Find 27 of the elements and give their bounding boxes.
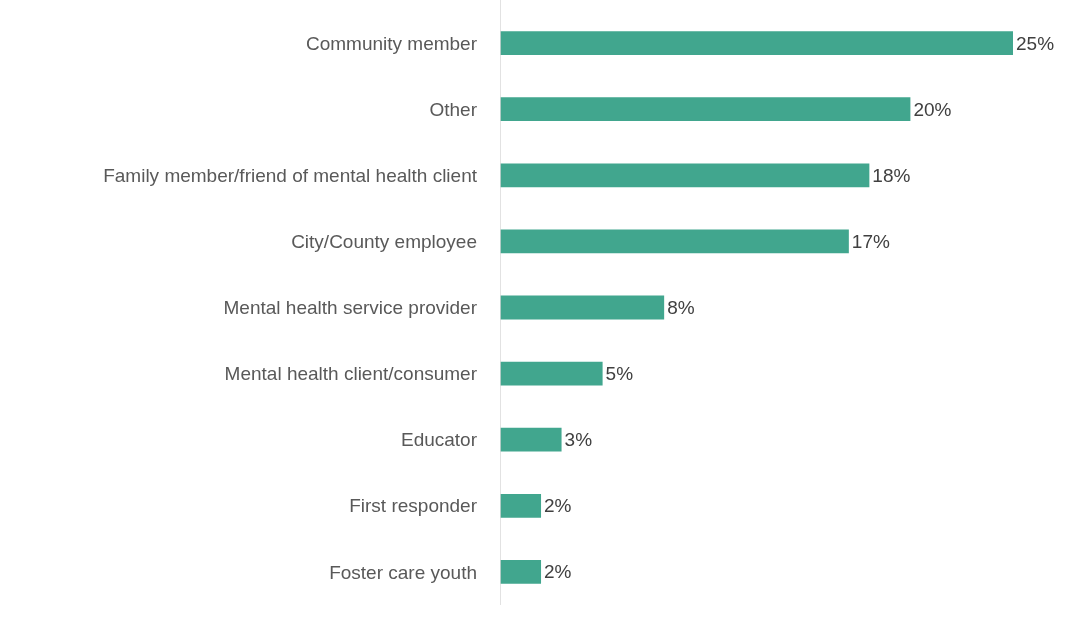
bar [500, 427, 562, 452]
data-label: 3% [564, 429, 593, 451]
data-label: 5% [605, 363, 634, 385]
data-label: 25% [1016, 32, 1055, 54]
y-tick-label: Mental health service provider [223, 297, 478, 319]
y-tick-label: City/County employee [291, 231, 477, 253]
y-tick-label: Mental health client/consumer [224, 363, 478, 385]
y-tick-label: Foster care youth [329, 561, 477, 583]
bar [500, 361, 603, 386]
bar [500, 31, 1013, 55]
bar [500, 163, 870, 188]
y-tick-label: Family member/friend of mental health client [103, 164, 478, 186]
data-label: 18% [872, 164, 911, 186]
bar [500, 493, 542, 518]
data-label: 17% [851, 230, 890, 252]
y-tick-label: Community member [305, 32, 478, 54]
data-label: 2% [544, 561, 572, 583]
bar [500, 97, 911, 122]
y-tick-label: Educator [400, 429, 478, 451]
bar [500, 560, 542, 584]
data-label: 20% [913, 98, 952, 120]
bar [500, 229, 849, 254]
data-label: 8% [667, 297, 695, 318]
y-tick-label: First responder [349, 495, 478, 517]
bar [500, 295, 665, 320]
y-tick-label: Other [429, 98, 478, 120]
data-label: 2% [544, 495, 572, 517]
